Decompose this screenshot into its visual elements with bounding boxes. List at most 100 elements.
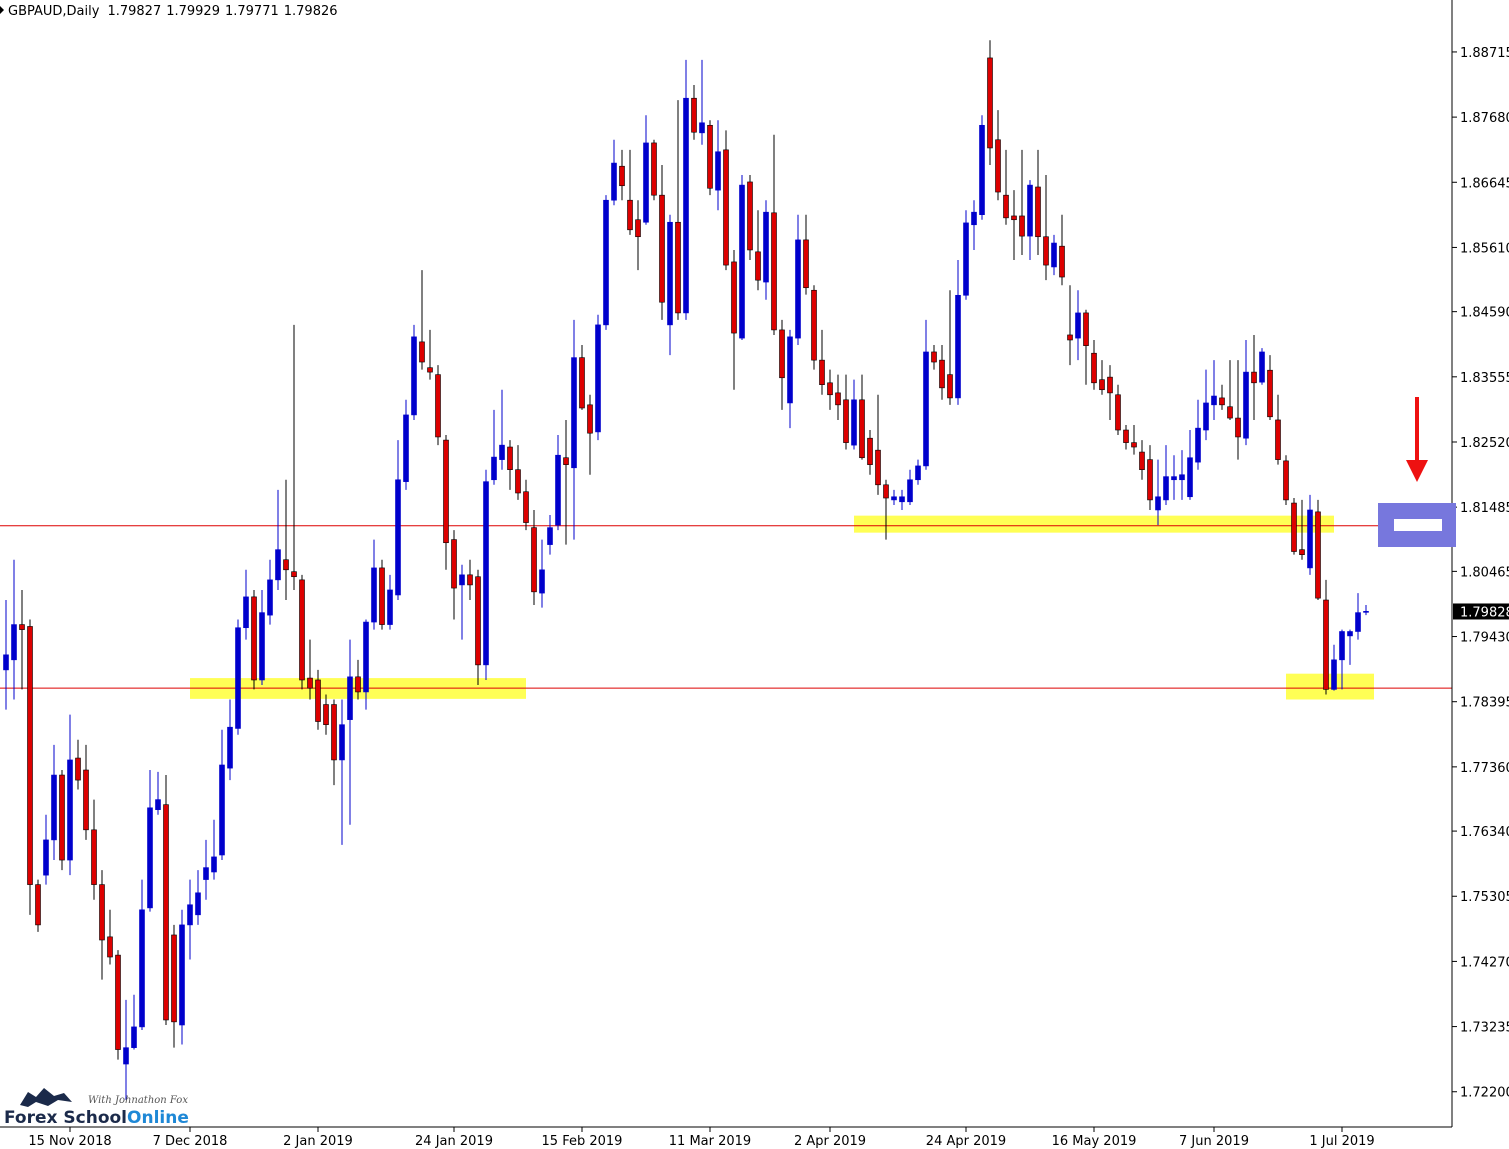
candle-body: [195, 892, 201, 916]
header-low: 1.79771: [225, 4, 279, 19]
candle-body: [491, 456, 497, 481]
candle-body: [1147, 459, 1153, 501]
candle-body: [1059, 245, 1065, 278]
candle-body: [323, 704, 329, 725]
candle-body: [923, 351, 929, 467]
candle-body: [1179, 474, 1185, 481]
zone: [1286, 673, 1374, 700]
candle-body: [875, 449, 881, 486]
y-tick-label: 1.75305: [1460, 890, 1509, 905]
candle-body: [1099, 379, 1105, 391]
candle-body: [1043, 236, 1049, 266]
candle-body: [763, 211, 769, 283]
y-tick-label: 1.82520: [1460, 436, 1509, 451]
candle-body: [1131, 442, 1137, 448]
candle-body: [1107, 376, 1113, 394]
candle-body: [387, 589, 393, 625]
candle-body: [515, 469, 521, 494]
candle-body: [435, 374, 441, 438]
candle-body: [99, 884, 105, 941]
candle-body: [275, 549, 281, 581]
logo-name: Forex SchoolOnline: [4, 1108, 189, 1128]
candle-body: [523, 491, 529, 523]
candle-body: [635, 219, 641, 238]
candle-body: [851, 399, 857, 446]
candle-body: [683, 97, 689, 314]
candle-body: [555, 454, 561, 526]
y-tick-label: 1.80465: [1460, 565, 1509, 580]
candle-body: [1235, 417, 1241, 438]
candle-body: [619, 165, 625, 187]
candle-body: [1203, 402, 1209, 431]
candle-body: [507, 446, 513, 470]
candle-body: [667, 221, 673, 326]
candle-body: [1115, 394, 1121, 431]
last-price-box: [1453, 603, 1509, 620]
candle-body: [235, 627, 241, 729]
candle-body: [1067, 334, 1073, 341]
candle-body: [827, 382, 833, 396]
candle-body: [771, 212, 777, 331]
candle-body: [563, 457, 569, 465]
last-price-label: 1.79828: [1460, 605, 1509, 620]
candle-body: [1187, 457, 1193, 498]
candle-body: [1211, 395, 1217, 406]
x-tick-label: 15 Feb 2019: [542, 1134, 623, 1149]
x-tick-label: 24 Jan 2019: [415, 1134, 493, 1149]
candle-body: [427, 367, 433, 373]
candle-body: [1283, 460, 1289, 501]
candle-body: [307, 677, 313, 689]
candle-body: [171, 934, 177, 1023]
x-tick-label: 2 Apr 2019: [794, 1134, 866, 1149]
candle-body: [1091, 352, 1097, 384]
candle-body: [43, 839, 49, 876]
candle-body: [395, 479, 401, 596]
candle-body: [1195, 427, 1201, 463]
candle-body: [979, 124, 985, 215]
candle-body: [643, 142, 649, 223]
candle-body: [259, 612, 265, 681]
candle-body: [347, 676, 353, 720]
candle-body: [1075, 312, 1081, 339]
candle-body: [1163, 476, 1169, 501]
logo: With Johnathon Fox Forex SchoolOnline: [4, 1088, 189, 1128]
logo-tagline: With Johnathon Fox: [88, 1095, 188, 1106]
candle-body: [419, 341, 425, 363]
candle-body: [691, 97, 697, 133]
candle-body: [11, 624, 17, 661]
candle-body: [1123, 429, 1129, 443]
x-tick-label: 1 Jul 2019: [1309, 1134, 1374, 1149]
candle-body: [1019, 215, 1025, 237]
candle-body: [355, 676, 361, 693]
y-tick-label: 1.85610: [1460, 241, 1509, 256]
candle-body: [611, 162, 617, 201]
candle-body: [835, 392, 841, 406]
candle-body: [363, 621, 369, 693]
candle-body: [107, 936, 113, 958]
candle-body: [915, 465, 921, 481]
candle-body: [1331, 659, 1337, 690]
candle-body: [1219, 397, 1225, 406]
y-tick-label: 1.77360: [1460, 761, 1509, 776]
candle-body: [571, 357, 577, 469]
candle-body: [539, 569, 545, 594]
logo-name-main: Forex School: [4, 1108, 127, 1128]
candle-body: [1003, 194, 1009, 219]
candle-body: [595, 324, 601, 433]
candle-body: [795, 239, 801, 339]
candle-body: [627, 199, 633, 231]
x-tick-label: 16 May 2019: [1052, 1134, 1137, 1149]
x-tick-label: 24 Apr 2019: [926, 1134, 1006, 1149]
candle-body: [411, 336, 417, 416]
candle-body: [811, 289, 817, 361]
candle-body: [1315, 511, 1321, 599]
candle-body: [339, 724, 345, 761]
logo-icon: [20, 1088, 72, 1107]
candle-body: [1171, 476, 1177, 481]
candle-body: [739, 184, 745, 339]
candle-body: [1259, 351, 1265, 383]
candle-body: [467, 574, 473, 586]
x-tick-label: 11 Mar 2019: [669, 1134, 751, 1149]
candle-body: [1051, 242, 1057, 268]
